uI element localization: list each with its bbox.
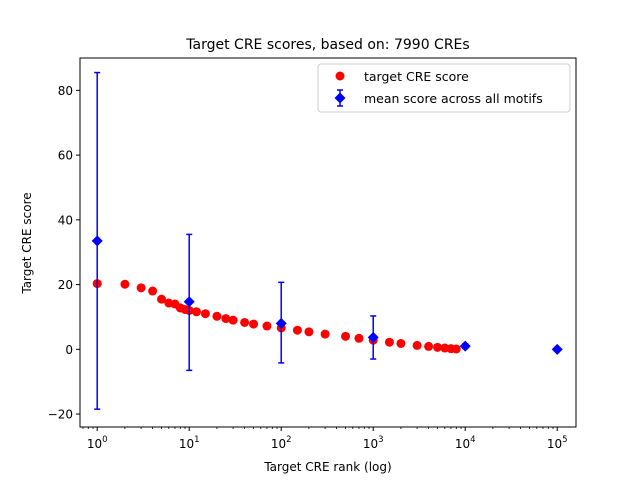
data-point-target-cre-score bbox=[396, 338, 406, 348]
y-tick-label: 60 bbox=[58, 149, 73, 163]
plot-area bbox=[91, 71, 563, 410]
x-axis-label: Target CRE rank (log) bbox=[263, 460, 391, 474]
data-point-target-cre-score bbox=[200, 309, 210, 319]
data-point-target-cre-score bbox=[341, 331, 351, 341]
legend: target CRE score mean score across all m… bbox=[317, 63, 571, 113]
data-point-target-cre-score bbox=[304, 327, 314, 337]
legend-marker-diamond bbox=[334, 89, 346, 107]
y-tick-label: 0 bbox=[65, 343, 73, 357]
data-point-target-cre-score bbox=[412, 340, 422, 350]
y-axis-label: Target CRE score bbox=[20, 192, 34, 294]
y-tick-label: 80 bbox=[58, 84, 73, 98]
data-point-target-cre-score bbox=[262, 321, 272, 331]
axes-frame bbox=[79, 57, 577, 428]
data-point-mean-score bbox=[275, 317, 287, 329]
data-point-target-cre-score bbox=[228, 315, 238, 325]
y-tick-label: −20 bbox=[48, 408, 73, 422]
series-mean-score bbox=[91, 71, 563, 410]
data-point-target-cre-score bbox=[240, 317, 250, 327]
legend-label-target-cre-score: target CRE score bbox=[364, 69, 469, 84]
data-point-target-cre-score bbox=[354, 333, 364, 343]
data-point-mean-score bbox=[551, 343, 563, 355]
data-point-target-cre-score bbox=[120, 279, 130, 289]
data-point-target-cre-score bbox=[249, 319, 259, 329]
chart-title: Target CRE scores, based on: 7990 CREs bbox=[185, 37, 469, 53]
y-tick-label: 40 bbox=[58, 213, 73, 227]
data-point-target-cre-score bbox=[433, 342, 443, 352]
data-point-target-cre-score bbox=[148, 286, 158, 296]
x-axis-ticks: 100 101 102 103 104 105 bbox=[82, 427, 568, 451]
data-point-target-cre-score bbox=[221, 314, 231, 324]
data-point-target-cre-score bbox=[136, 283, 146, 293]
legend-label-mean-score: mean score across all motifs bbox=[364, 91, 543, 106]
y-axis-ticks: −20 0 20 40 60 80 bbox=[48, 84, 80, 422]
legend-box bbox=[317, 63, 571, 113]
x-tick-label: 104 bbox=[455, 435, 476, 451]
data-point-mean-score bbox=[183, 296, 195, 308]
data-point-target-cre-score bbox=[384, 337, 394, 347]
data-point-target-cre-score bbox=[424, 341, 434, 351]
data-point-target-cre-score bbox=[157, 294, 167, 304]
x-tick-label: 102 bbox=[271, 435, 292, 451]
x-tick-label: 101 bbox=[179, 435, 200, 451]
x-tick-label: 100 bbox=[87, 435, 108, 451]
y-tick-label: 20 bbox=[58, 278, 73, 292]
data-point-mean-score bbox=[91, 235, 103, 247]
data-point-target-cre-score bbox=[320, 329, 330, 339]
data-point-target-cre-score bbox=[451, 344, 461, 354]
data-point-mean-score bbox=[367, 331, 379, 343]
data-point-mean-score bbox=[459, 340, 471, 352]
x-tick-label: 103 bbox=[363, 435, 384, 451]
x-tick-label: 105 bbox=[547, 435, 568, 451]
data-point-target-cre-score bbox=[212, 311, 222, 321]
data-point-target-cre-score bbox=[292, 325, 302, 335]
data-point-target-cre-score bbox=[191, 307, 201, 317]
series-target-cre-score bbox=[92, 279, 461, 354]
legend-marker-circle bbox=[335, 71, 345, 81]
